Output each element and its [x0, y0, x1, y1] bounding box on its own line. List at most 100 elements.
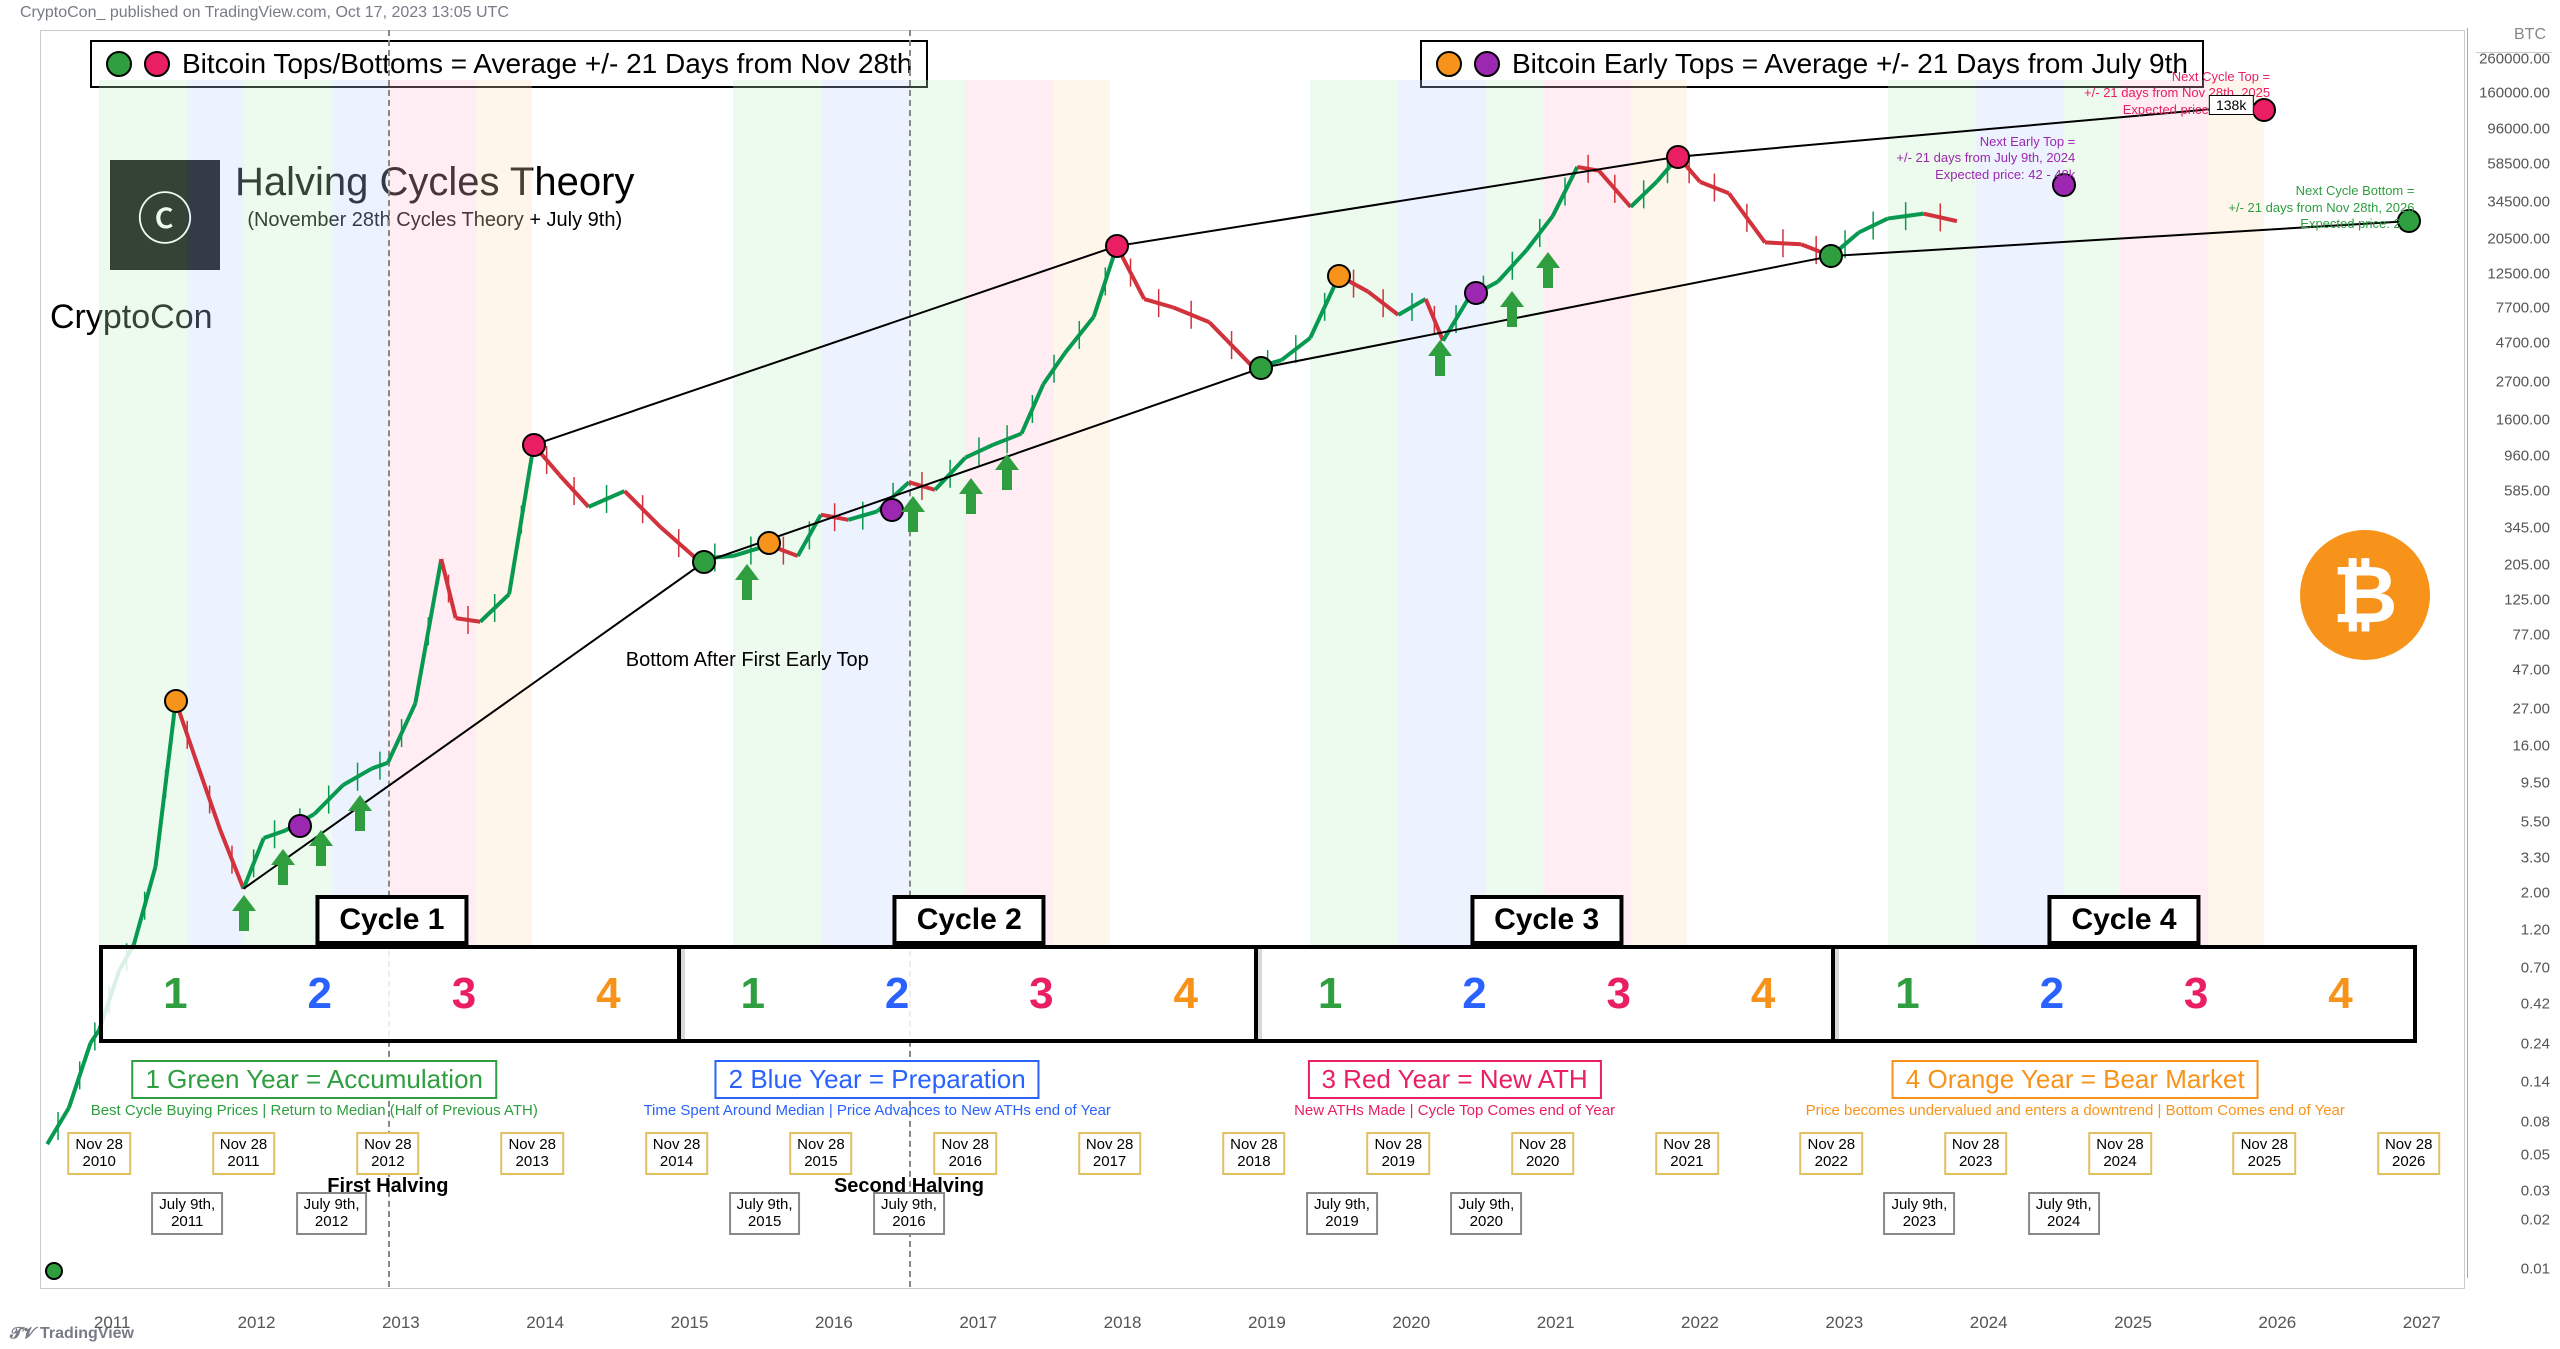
- ytick: 1600.00: [2496, 411, 2550, 428]
- price-flag: 138k: [2209, 95, 2253, 115]
- cycle-year-num: 2: [2040, 969, 2064, 1019]
- ytick: 1.20: [2521, 921, 2550, 938]
- ytick: 0.02: [2521, 1212, 2550, 1229]
- xtick: 2011: [94, 1313, 131, 1333]
- cycle-zone: [1486, 80, 1542, 945]
- cycle-year-num: 2: [885, 969, 909, 1019]
- xtick: 2024: [1970, 1313, 2008, 1333]
- cycle-zone: [733, 80, 821, 945]
- july9-tag: July 9th,2024: [2028, 1192, 2100, 1235]
- buy-arrow-icon: [735, 564, 759, 600]
- ytick: 5.50: [2521, 813, 2550, 830]
- nov28-tag: Nov 282022: [1800, 1132, 1864, 1175]
- july9-tag: July 9th,2023: [1883, 1192, 1955, 1235]
- buy-arrow-icon: [995, 454, 1019, 490]
- cycle-year-num: 2: [1462, 969, 1486, 1019]
- cycle-year-num: 4: [596, 969, 620, 1019]
- xtick: 2022: [1681, 1313, 1719, 1333]
- ytick: 0.24: [2521, 1035, 2550, 1052]
- cycle-marker: [757, 531, 781, 555]
- nov28-tag: Nov 282018: [1222, 1132, 1286, 1175]
- cycle-marker: [880, 498, 904, 522]
- buy-arrow-icon: [1500, 291, 1524, 327]
- origin-dot: [45, 1262, 63, 1280]
- xtick: 2027: [2403, 1313, 2441, 1333]
- xtick: 2016: [815, 1313, 853, 1333]
- cycle-marker: [692, 550, 716, 574]
- cycle-marker: [1327, 264, 1351, 288]
- year-desc-sub: Time Spent Around Median | Price Advance…: [643, 1102, 1111, 1119]
- ytick: 2.00: [2521, 885, 2550, 902]
- buy-arrow-icon: [232, 895, 256, 931]
- cycle-zone: [1543, 80, 1631, 945]
- cycle-zone: [1398, 80, 1486, 945]
- year-desc: 4 Orange Year = Bear Market: [1892, 1060, 2259, 1099]
- cycle-year-num: 1: [1895, 969, 1919, 1019]
- xtick: 2020: [1392, 1313, 1430, 1333]
- ytick: 0.42: [2521, 996, 2550, 1013]
- july9-tag: July 9th,2020: [1450, 1192, 1522, 1235]
- ytick: 960.00: [2504, 447, 2550, 464]
- future-projection: Next Early Top =+/- 21 days from July 9t…: [1855, 134, 2075, 183]
- nov28-tag: Nov 282020: [1511, 1132, 1575, 1175]
- nov28-tag: Nov 282012: [356, 1132, 420, 1175]
- nov28-tag: Nov 282010: [67, 1132, 131, 1175]
- ytick: 0.03: [2521, 1183, 2550, 1200]
- buy-arrow-icon: [309, 830, 333, 866]
- ytick: 0.14: [2521, 1074, 2550, 1091]
- buy-arrow-icon: [959, 478, 983, 514]
- ytick: 20500.00: [2487, 230, 2550, 247]
- halving-label: Second Halving: [834, 1175, 984, 1198]
- ytick: 0.01: [2521, 1261, 2550, 1278]
- cycle-zone: [388, 80, 476, 945]
- nov28-tag: Nov 282019: [1367, 1132, 1431, 1175]
- ytick: 34500.00: [2487, 193, 2550, 210]
- year-desc-sub: Price becomes undervalued and enters a d…: [1806, 1102, 2345, 1119]
- cycle-title: Cycle 2: [893, 895, 1046, 945]
- july9-tag: July 9th,2011: [151, 1192, 223, 1235]
- ytick: 345.00: [2504, 520, 2550, 537]
- cycle-frame: Cycle 31234: [1254, 945, 1839, 1043]
- buy-arrow-icon: [901, 496, 925, 532]
- year-desc: 2 Blue Year = Preparation: [715, 1060, 1040, 1099]
- cycle-marker: [288, 814, 312, 838]
- cycle-zone: [1310, 80, 1398, 945]
- ytick: 96000.00: [2487, 121, 2550, 138]
- ytick: 9.50: [2521, 775, 2550, 792]
- cycle-year-num: 3: [1607, 969, 1631, 1019]
- price-axis[interactable]: BTC 260000.00160000.0096000.0058500.0034…: [2467, 28, 2560, 1278]
- cycle-year-num: 3: [452, 969, 476, 1019]
- nov28-tag: Nov 282026: [2377, 1132, 2441, 1175]
- ytick: 7700.00: [2496, 300, 2550, 317]
- cycle-zone: [244, 80, 332, 945]
- halving-label: First Halving: [327, 1175, 448, 1198]
- july9-tag: July 9th,2012: [296, 1192, 368, 1235]
- cycle-frame: Cycle 41234: [1831, 945, 2416, 1043]
- nov28-tag: Nov 282013: [500, 1132, 564, 1175]
- nov28-tag: Nov 282011: [212, 1132, 276, 1175]
- xtick: 2015: [671, 1313, 709, 1333]
- nov28-tag: Nov 282015: [789, 1132, 853, 1175]
- cycle-marker: [1105, 234, 1129, 258]
- cycle-year-num: 1: [740, 969, 764, 1019]
- july9-tag: July 9th,2016: [873, 1192, 945, 1235]
- xtick: 2021: [1537, 1313, 1575, 1333]
- xtick: 2026: [2258, 1313, 2296, 1333]
- cycle-marker: [522, 433, 546, 457]
- cycle-marker: [1249, 356, 1273, 380]
- xtick: 2019: [1248, 1313, 1286, 1333]
- cycle-frame: Cycle 11234: [99, 945, 684, 1043]
- cycle-zone: [1888, 80, 1976, 945]
- ytick: 160000.00: [2479, 84, 2550, 101]
- cycle-zone: [99, 80, 187, 945]
- ytick: 0.70: [2521, 959, 2550, 976]
- ytick: 47.00: [2512, 661, 2550, 678]
- xtick: 2018: [1104, 1313, 1142, 1333]
- ytick: 4700.00: [2496, 335, 2550, 352]
- nov28-tag: Nov 282017: [1078, 1132, 1142, 1175]
- cycle-zone: [1631, 80, 1687, 945]
- cycle-year-num: 3: [2184, 969, 2208, 1019]
- ytick: 205.00: [2504, 557, 2550, 574]
- cycle-year-num: 1: [163, 969, 187, 1019]
- nov28-tag: Nov 282023: [1944, 1132, 2008, 1175]
